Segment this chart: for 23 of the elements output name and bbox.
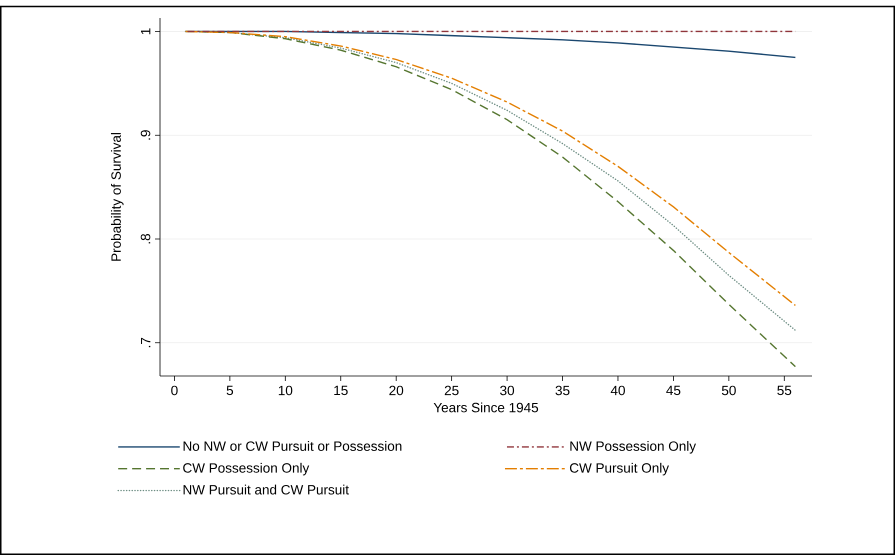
x-tick-label: 0 bbox=[171, 386, 178, 396]
y-tick-label: .7 bbox=[141, 338, 150, 348]
x-tick-label: 25 bbox=[444, 386, 459, 396]
y-tick-label: .8 bbox=[140, 234, 150, 244]
legend-label: CW Pursuit Only bbox=[570, 462, 669, 476]
x-tick-label: 20 bbox=[389, 386, 404, 396]
y-tick-label: .9 bbox=[140, 130, 150, 140]
legend-label: NW Pursuit and CW Pursuit bbox=[184, 484, 349, 495]
x-tick-label: 15 bbox=[334, 386, 348, 396]
x-tick-label: 40 bbox=[610, 386, 625, 396]
x-tick-label: 55 bbox=[777, 386, 792, 396]
x-axis-title: Years Since 1945 bbox=[434, 402, 538, 412]
x-tick-label: 5 bbox=[226, 386, 234, 396]
y-axis-title: Probability of Survival bbox=[110, 133, 124, 261]
legend-label: CW Possession Only bbox=[183, 462, 310, 476]
y-tick-label: 1 bbox=[141, 28, 150, 34]
x-tick-label: 45 bbox=[666, 386, 680, 396]
legend-label: No NW or CW Pursuit or Possession bbox=[184, 441, 402, 451]
x-tick-label: 10 bbox=[278, 386, 292, 396]
x-tick-label: 35 bbox=[556, 386, 570, 396]
x-tick-label: 30 bbox=[500, 386, 514, 396]
legend-label: NW Possession Only bbox=[570, 441, 696, 454]
x-tick-label: 50 bbox=[722, 386, 736, 396]
